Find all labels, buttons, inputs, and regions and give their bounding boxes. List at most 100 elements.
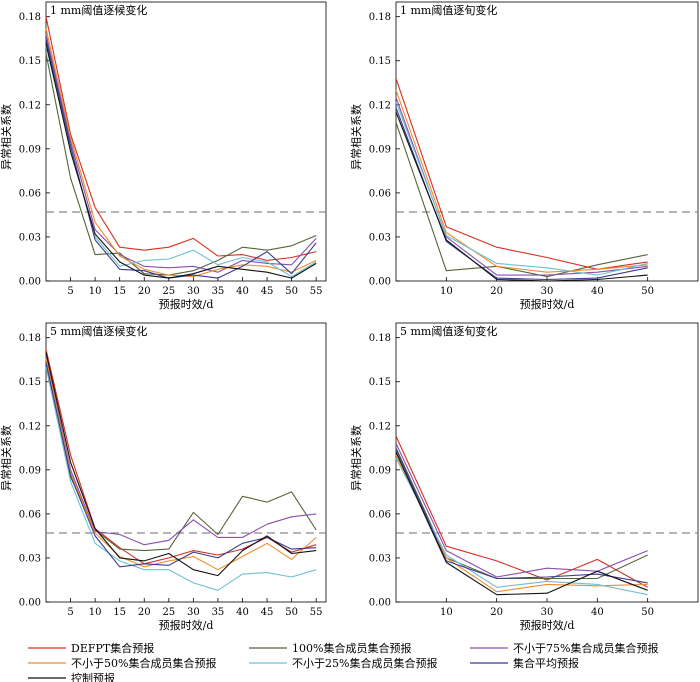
panel-1mm-pentad: 1 mm阈值逐候变化 0.00 0.03 0.06 0.09 0.12 0.15 0.18 5 1… [0,1,327,311]
x-tick-label: 40 [591,286,604,297]
x-tick-label: 20 [490,607,503,618]
series-line-p75 [395,97,648,276]
y-tick-label: 0.06 [369,509,391,520]
y-tick-label: 0.00 [369,277,391,288]
y-tick-label: 0.18 [19,333,41,344]
series-line-p50 [45,358,317,571]
series-line-p25 [395,457,648,596]
series-line-p25 [395,101,648,276]
y-tick-label: 0.12 [369,100,391,111]
series-line-mean [395,107,648,281]
y-tick-label: 0.12 [19,421,41,432]
x-tick-label: 45 [261,286,274,297]
series-line-p75 [45,34,317,273]
panel-title: 1 mm阈值逐旬变化 [400,3,497,17]
legend-label-defpt: DEFPT集合预报 [71,641,154,655]
series-line-defpt [395,435,648,588]
y-tick-label: 0.09 [19,144,41,155]
x-tick-label: 45 [261,607,274,618]
y-tick-label: 0.03 [369,232,391,243]
series-line-ctrl [395,451,648,596]
series-line-p25 [45,366,317,591]
x-tick-label: 50 [285,607,298,618]
y-tick-label: 0.15 [19,377,41,388]
plot-frame [395,322,699,603]
legend-label-p50: 不小于50%集合成员集合预报 [71,656,216,670]
series-line-p25 [45,45,317,278]
series-line-defpt [45,16,317,261]
x-tick-label: 50 [285,286,298,297]
x-tick-label: 25 [162,607,175,618]
legend: DEFPT集合预报 100%集合成员集合预报 不小于75%集合成员集合预报不小于50… [28,641,658,682]
x-tick-label: 40 [236,286,249,297]
y-axis-title: 异常相关系数 [0,104,13,170]
plot-frame [395,1,699,282]
series-line-ctrl [395,111,648,282]
x-axis-title: 预报时效/d [520,618,575,632]
plot-frame [45,1,327,282]
series-line-p100 [395,122,648,278]
x-tick-label: 10 [89,607,102,618]
y-tick-label: 0.06 [369,188,391,199]
y-tick-label: 0.12 [19,100,41,111]
series-line-defpt [395,78,648,270]
x-tick-label: 10 [440,286,453,297]
plot-frame [45,322,327,603]
x-tick-label: 10 [440,607,453,618]
x-tick-label: 50 [641,607,654,618]
legend-label-p75: 不小于75%集合成员集合预报 [513,641,658,655]
series-line-mean [45,362,317,568]
y-axis-title: 异常相关系数 [0,425,13,491]
y-tick-label: 0.09 [369,144,391,155]
x-axis-title: 预报时效/d [159,297,214,311]
x-tick-label: 5 [67,607,73,618]
x-tick-label: 55 [310,286,323,297]
panel-5mm-pentad: 5 mm阈值逐候变化 0.00 0.03 0.06 0.09 0.12 0.15 0.18 5 1… [0,322,327,632]
y-tick-label: 0.15 [369,377,391,388]
x-tick-label: 40 [591,607,604,618]
y-tick-label: 0.06 [19,509,41,520]
x-tick-label: 55 [310,607,323,618]
x-tick-label: 10 [89,286,102,297]
series-line-ctrl [45,352,317,577]
y-tick-label: 0.03 [19,553,41,564]
y-tick-label: 0.15 [369,56,391,67]
y-tick-label: 0.03 [19,232,41,243]
panel-5mm-dekad: 5 mm阈值逐旬变化 0.00 0.03 0.06 0.09 0.12 0.15 0.18 10… [349,322,699,632]
x-tick-label: 30 [187,286,200,297]
x-tick-label: 20 [138,286,151,297]
y-tick-label: 0.18 [369,333,391,344]
legend-label-ctrl: 控制预报 [71,671,115,682]
panel-title: 5 mm阈值逐旬变化 [400,324,497,338]
x-axis-title: 预报时效/d [159,618,214,632]
x-tick-label: 35 [212,286,225,297]
y-tick-label: 0.00 [19,277,41,288]
y-tick-label: 0.03 [369,553,391,564]
legend-label-p100: 100%集合成员集合预报 [292,641,411,655]
panel-1mm-dekad: 1 mm阈值逐旬变化 0.00 0.03 0.06 0.09 0.12 0.15 0.18 10… [349,1,699,311]
y-tick-label: 0.09 [369,465,391,476]
x-tick-label: 15 [113,286,126,297]
series-line-p100 [395,447,648,580]
series-line-mean [395,449,648,584]
y-axis-title: 异常相关系数 [349,104,363,170]
y-tick-label: 0.18 [369,12,391,23]
panel-title: 1 mm阈值逐候变化 [50,3,147,17]
x-tick-label: 20 [490,286,503,297]
y-tick-label: 0.12 [369,421,391,432]
x-axis-title: 预报时效/d [520,297,575,311]
x-tick-label: 30 [541,286,554,297]
y-tick-label: 0.06 [19,188,41,199]
legend-label-p25: 不小于25%集合成员集合预报 [292,656,437,670]
series-line-mean [45,38,317,279]
x-tick-label: 40 [236,607,249,618]
y-tick-label: 0.00 [19,598,41,609]
series-line-p50 [45,28,317,278]
x-tick-label: 35 [212,607,225,618]
series-line-p75 [45,355,317,546]
y-axis-title: 异常相关系数 [349,425,363,491]
y-tick-label: 0.09 [19,465,41,476]
x-tick-label: 30 [541,607,554,618]
x-tick-label: 20 [138,607,151,618]
